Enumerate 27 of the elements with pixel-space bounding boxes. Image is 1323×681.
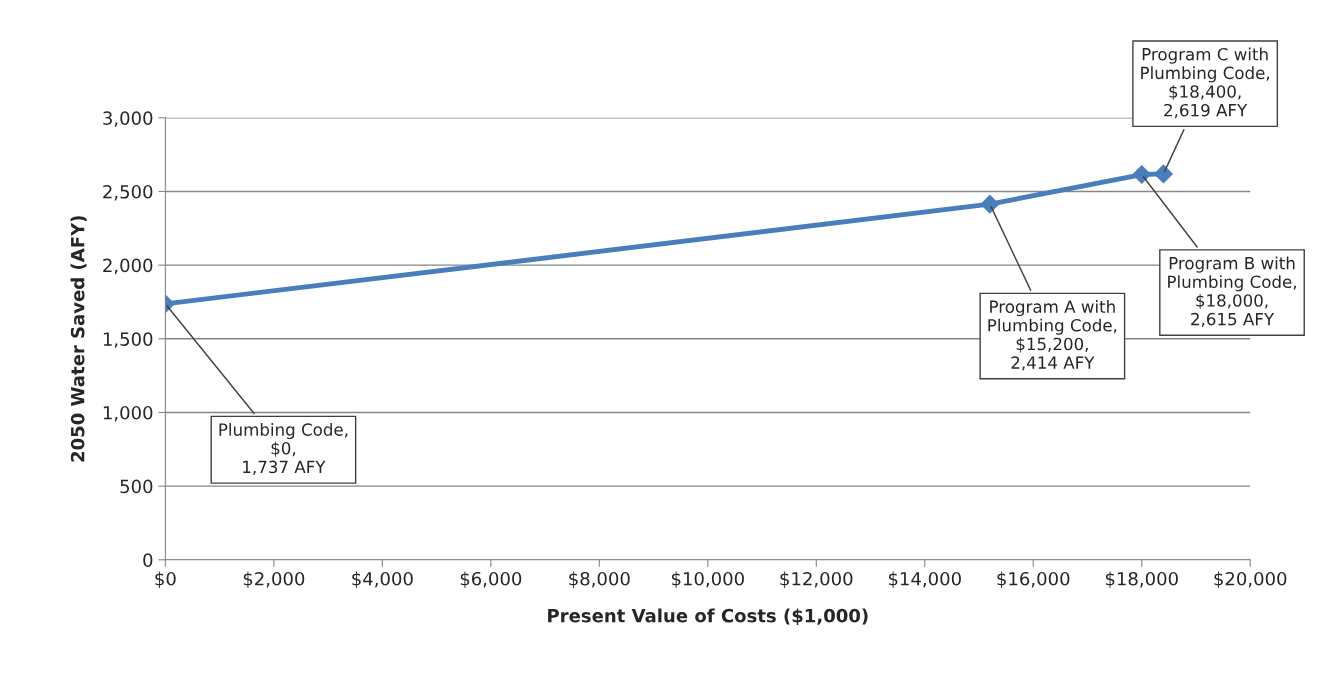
- y-tick-label: 2,500: [103, 184, 153, 201]
- x-tick-label: $12,000: [780, 571, 853, 588]
- y-tick-label: 1,500: [103, 332, 153, 348]
- x-tick-label: $10,000: [671, 571, 744, 588]
- y-tick-label: 0: [143, 553, 153, 567]
- y-tick-label: 500: [120, 479, 153, 494]
- point: [980, 194, 1000, 214]
- x-tick-label: $4,000: [352, 571, 413, 588]
- x-tick-label: $20,000: [1214, 571, 1287, 588]
- x-tick-label: $18,000: [1105, 571, 1178, 588]
- y-axis-title: 2050 Water Saved (AFY): [70, 216, 87, 462]
- x-tick-label: $16,000: [997, 571, 1070, 588]
- annotation: Program C with Plumbing Code, $18,400, 2,619 AFY: [1141, 47, 1270, 119]
- x-tick-label: $8,000: [569, 571, 630, 588]
- annotation: Program A with Plumbing Code, $15,200, 2,414 AFY: [988, 300, 1117, 371]
- x-tick-label: $0: [155, 571, 176, 588]
- y-tick-label: 1,000: [103, 405, 153, 422]
- point: [1132, 165, 1152, 184]
- x-tick-label: $14,000: [888, 571, 961, 588]
- x-axis-title: Present Value of Costs ($1,000): [548, 608, 868, 625]
- y-tick-label: 3,000: [103, 111, 153, 127]
- y-tick-label: 2,000: [103, 258, 153, 275]
- x-tick-label: $6,000: [460, 571, 522, 588]
- x-tick-label: $2,000: [243, 571, 305, 588]
- point: [1154, 164, 1173, 184]
- annotation: Plumbing Code, $0, 1,737 AFY: [219, 422, 348, 475]
- annotation: Program B with Plumbing Code, $18,000, 2,615 AFY: [1168, 256, 1296, 328]
